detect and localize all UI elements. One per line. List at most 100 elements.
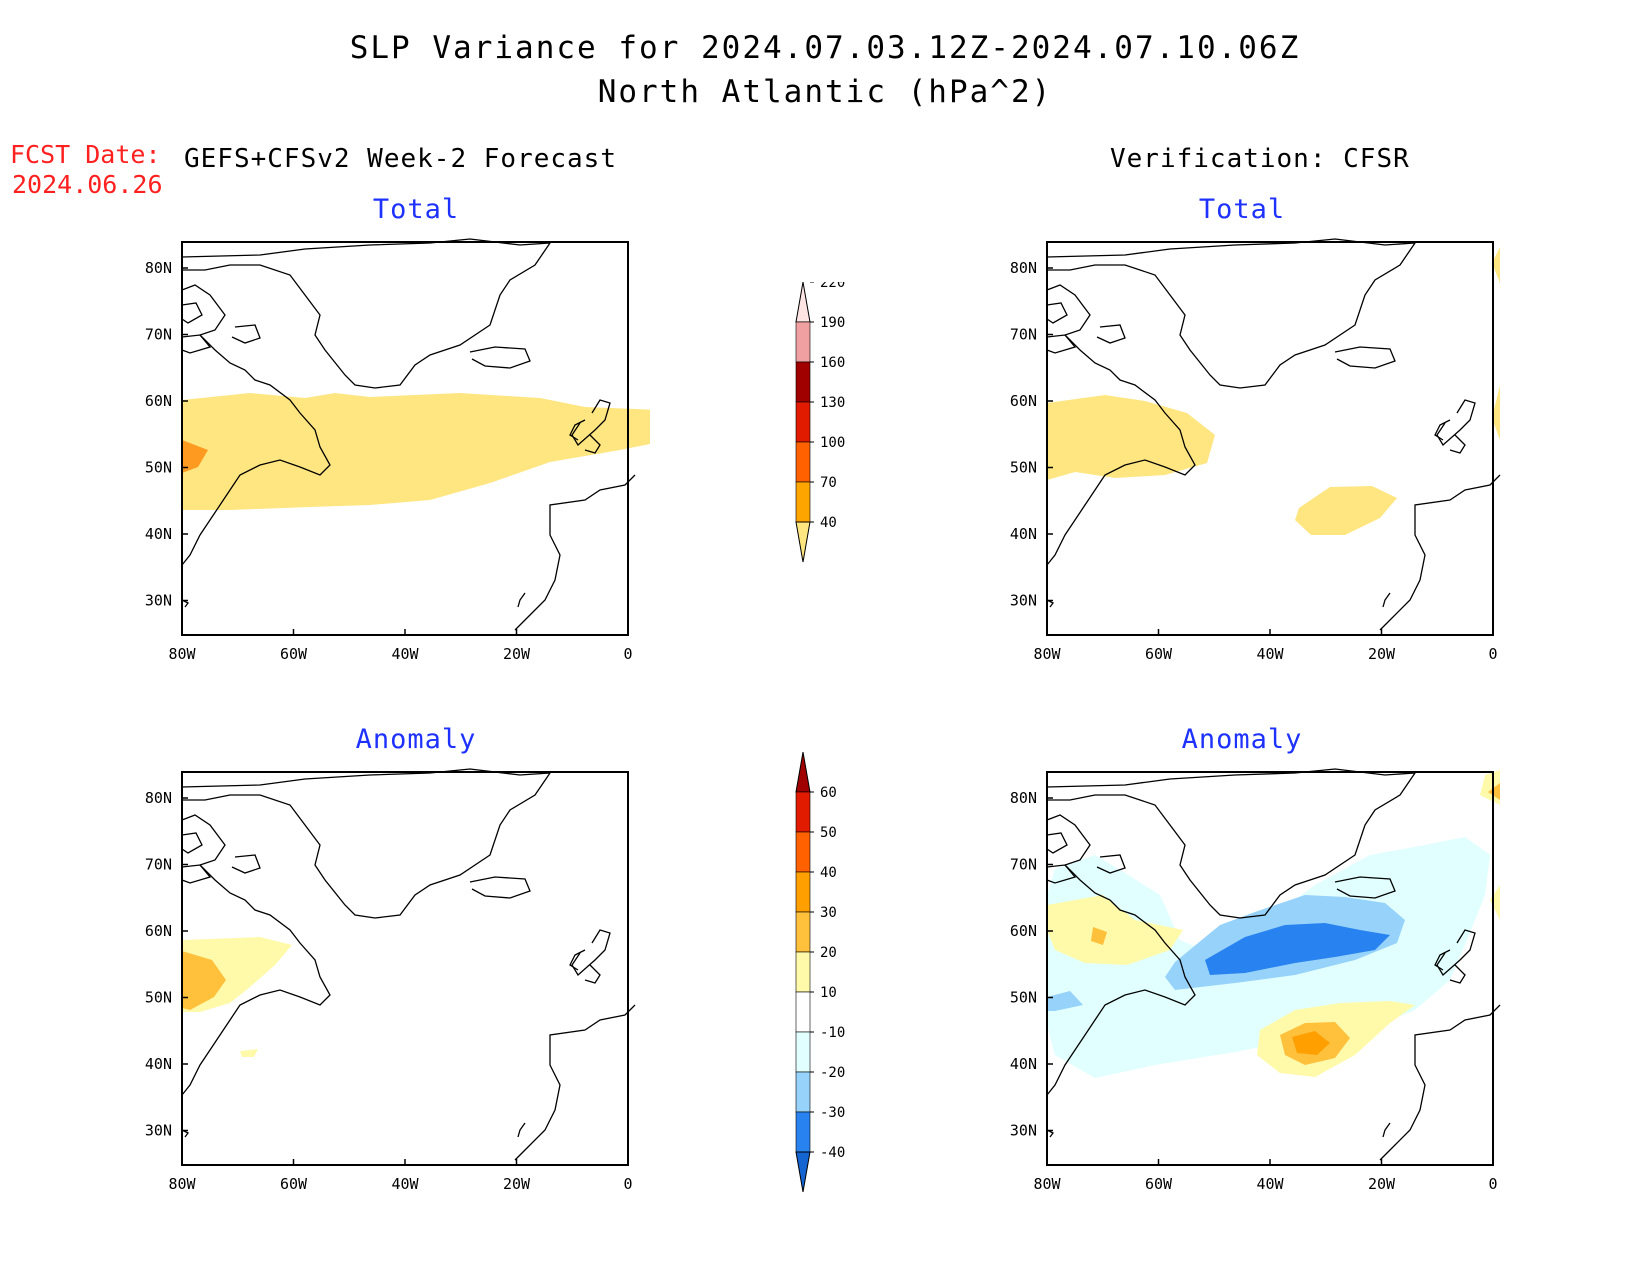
colorbar-level: 190 (820, 315, 845, 331)
coastline-6 (571, 929, 611, 977)
lon-label: 0 (623, 1175, 632, 1193)
colorbar-level: 130 (820, 395, 845, 411)
colorbar-extend-top (795, 752, 811, 793)
coastline-7 (1434, 949, 1451, 971)
lon-label: 80W (1033, 1175, 1061, 1193)
coastline-7 (569, 419, 586, 441)
lat-label: 70N (1010, 326, 1037, 344)
colorbar-extend-bottom (795, 521, 811, 563)
colorbar-level: -10 (820, 1025, 845, 1041)
lat-label: 50N (1010, 459, 1037, 477)
lon-label: 0 (1488, 1175, 1497, 1193)
coastline-9 (514, 1004, 636, 1161)
colorbar-level: 50 (820, 825, 837, 841)
colorbar-level: 70 (820, 475, 837, 491)
fcst-date-label: FCST Date: (10, 140, 161, 169)
colorbar-box (795, 361, 811, 403)
colorbar-level: 10 (820, 985, 837, 1001)
colorbar-level: 20 (820, 945, 837, 961)
lat-label: 40N (145, 1055, 172, 1073)
lon-label: 20W (1368, 1175, 1396, 1193)
map-forecast-total: 80W 60W 40W 20W 0 80N 70N 60N 50N 40N 30N (145, 238, 650, 663)
colorbar-box (795, 831, 811, 873)
forecast-anomaly-label: Anomaly (355, 724, 477, 755)
coastline-1 (1046, 814, 1196, 1096)
lat-label: 50N (1010, 989, 1037, 1007)
lon-label: 80W (168, 645, 196, 663)
coastline-9 (514, 474, 636, 631)
colorbar-level: 160 (820, 355, 845, 371)
map-verification-anomaly: 80W 60W 40W 20W 0 80N 70N 60N 50N 40N 30N (1010, 768, 1501, 1193)
colorbar-box (795, 1111, 811, 1153)
coastline-4 (231, 854, 261, 874)
coastline-2 (181, 302, 203, 324)
colorbar-box (795, 1031, 811, 1073)
coastline-4 (1096, 324, 1126, 344)
colorbar-box (795, 481, 811, 523)
lat-label: 30N (145, 1122, 172, 1140)
coastline-9 (1379, 474, 1501, 631)
coastline-6 (1436, 399, 1476, 447)
map-forecast-anomaly: 80W 60W 40W 20W 0 80N 70N 60N 50N 40N 30N (145, 768, 636, 1193)
verification-total-label: Total (1198, 194, 1286, 225)
coastline-8 (1449, 434, 1466, 454)
coastline-8 (584, 964, 601, 984)
fcst-date-value: 2024.06.26 (12, 170, 163, 199)
lon-label: 60W (1145, 1175, 1173, 1193)
coastline-2 (1046, 302, 1068, 324)
colorbar-box (795, 321, 811, 363)
lat-label: 30N (1010, 592, 1037, 610)
coastline-3 (1046, 864, 1077, 884)
lat-label: 40N (145, 525, 172, 543)
colorbar-level: 220 (820, 282, 845, 291)
colorbar-box (795, 951, 811, 993)
map-verification-total: 80W 60W 40W 20W 0 80N 70N 60N 50N 40N 30N (1010, 238, 1501, 663)
lat-label: 60N (145, 922, 172, 940)
colorbar-box (795, 1071, 811, 1113)
colorbar-anomaly: -40 -30 -20 -10 10 20 30 40 50 60 (795, 752, 845, 1192)
coastline-2 (1046, 832, 1068, 854)
colorbar-box (795, 991, 811, 1033)
colorbar-level: -20 (820, 1065, 845, 1081)
forecast-total-label: Total (372, 194, 460, 225)
coastline-1 (181, 284, 331, 566)
coastline-3 (181, 334, 212, 354)
main-title-line2: North Atlantic (hPa^2) (597, 74, 1053, 110)
lat-label: 80N (145, 259, 172, 277)
lon-label: 20W (503, 645, 531, 663)
lat-label: 70N (145, 856, 172, 874)
lon-label: 40W (391, 645, 419, 663)
colorbar-box (795, 871, 811, 913)
coastline-9 (1379, 1004, 1501, 1161)
lon-label: 20W (503, 1175, 531, 1193)
coastline-10 (1382, 592, 1391, 608)
coastline-5 (1334, 346, 1396, 369)
colorbar-level: 60 (820, 785, 837, 801)
lat-label: 80N (1010, 789, 1037, 807)
coastline-10 (517, 1122, 526, 1138)
lat-label: 60N (145, 392, 172, 410)
colorbar-level: -30 (820, 1105, 845, 1121)
verification-anomaly-label: Anomaly (1181, 724, 1303, 755)
coastline-1 (181, 814, 331, 1096)
lon-label: 80W (168, 1175, 196, 1193)
colorbar-box (795, 401, 811, 443)
verification-column-header: Verification: CFSR (1110, 144, 1410, 174)
coastline-8 (584, 434, 601, 454)
lon-label: 80W (1033, 645, 1061, 663)
lat-label: 50N (145, 459, 172, 477)
colorbar-box (795, 911, 811, 953)
lon-label: 20W (1368, 645, 1396, 663)
lon-label: 0 (623, 645, 632, 663)
lat-label: 70N (1010, 856, 1037, 874)
lat-label: 70N (145, 326, 172, 344)
lon-label: 40W (1256, 645, 1284, 663)
coastline-5 (469, 346, 531, 369)
coastline-10 (1382, 1122, 1391, 1138)
coastline-7 (1434, 419, 1451, 441)
colorbar-level: -40 (820, 1145, 845, 1161)
colorbar-box (795, 791, 811, 833)
main-title-line1: SLP Variance for 2024.07.03.12Z-2024.07.… (349, 30, 1301, 66)
lat-label: 30N (145, 592, 172, 610)
lat-label: 40N (1010, 1055, 1037, 1073)
